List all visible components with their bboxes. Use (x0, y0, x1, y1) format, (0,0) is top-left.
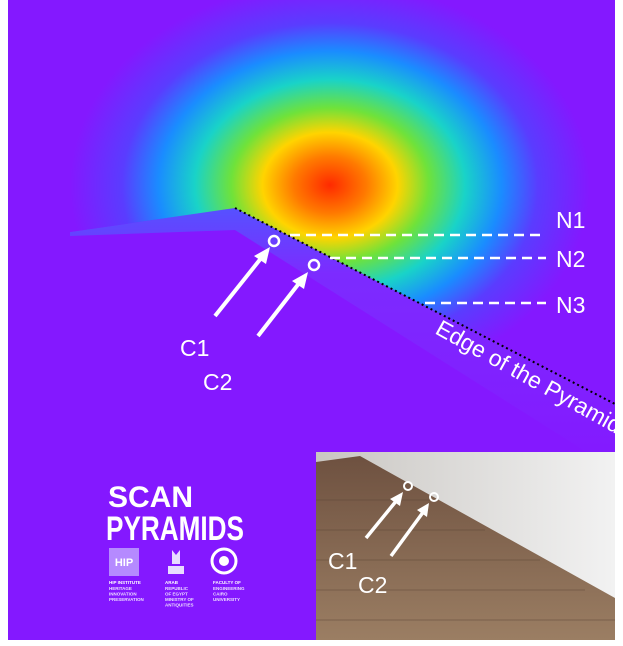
partner-detail: INNOVATION (109, 592, 137, 597)
label-n2: N2 (556, 246, 585, 272)
faculty-seal (210, 547, 238, 575)
partner-detail: UNIVERSITY (213, 597, 240, 602)
partner-detail: CAIRO (213, 592, 228, 597)
arrows (213, 247, 308, 338)
hip-logo (109, 548, 139, 576)
hip-mark: HIP (115, 557, 133, 569)
label-c2: C2 (203, 369, 232, 395)
partner-detail: PRESERVATION (109, 597, 144, 602)
inset-label-c2: C2 (358, 572, 387, 598)
partner-detail: ANTIQUITIES (165, 603, 194, 608)
egypt-emblem (168, 550, 184, 574)
partner-detail: ENGINEERING (213, 586, 245, 591)
logo-line2: PYRAMIDS (106, 510, 244, 548)
level-lines (290, 233, 546, 305)
inset-markers (403, 481, 439, 502)
faculty-seal-core (219, 556, 229, 566)
partner-detail: OF EGYPT (165, 592, 188, 597)
label-n1: N1 (556, 207, 585, 233)
inset-photo: C1 C2 (316, 452, 615, 640)
label-n3: N3 (556, 292, 585, 318)
label-c1: C1 (180, 335, 209, 361)
inset-arrows (364, 492, 429, 558)
partner-detail: MINISTRY OF (165, 597, 194, 602)
partner-detail: HERITAGE (109, 586, 132, 591)
logo: SCAN PYRAMIDS HIP HIP INSTITUTEHERITAGEI… (106, 481, 245, 608)
edge-line (234, 207, 616, 405)
partner-detail: REPUBLIC (165, 586, 189, 591)
chamber-markers (267, 234, 321, 272)
logo-line1: SCAN (108, 481, 193, 514)
partner-name: ARAB (165, 580, 179, 585)
inset-label-c1: C1 (328, 548, 357, 574)
partner-name: FACULTY OF (213, 580, 241, 585)
partner-name: HIP INSTITUTE (109, 580, 141, 585)
